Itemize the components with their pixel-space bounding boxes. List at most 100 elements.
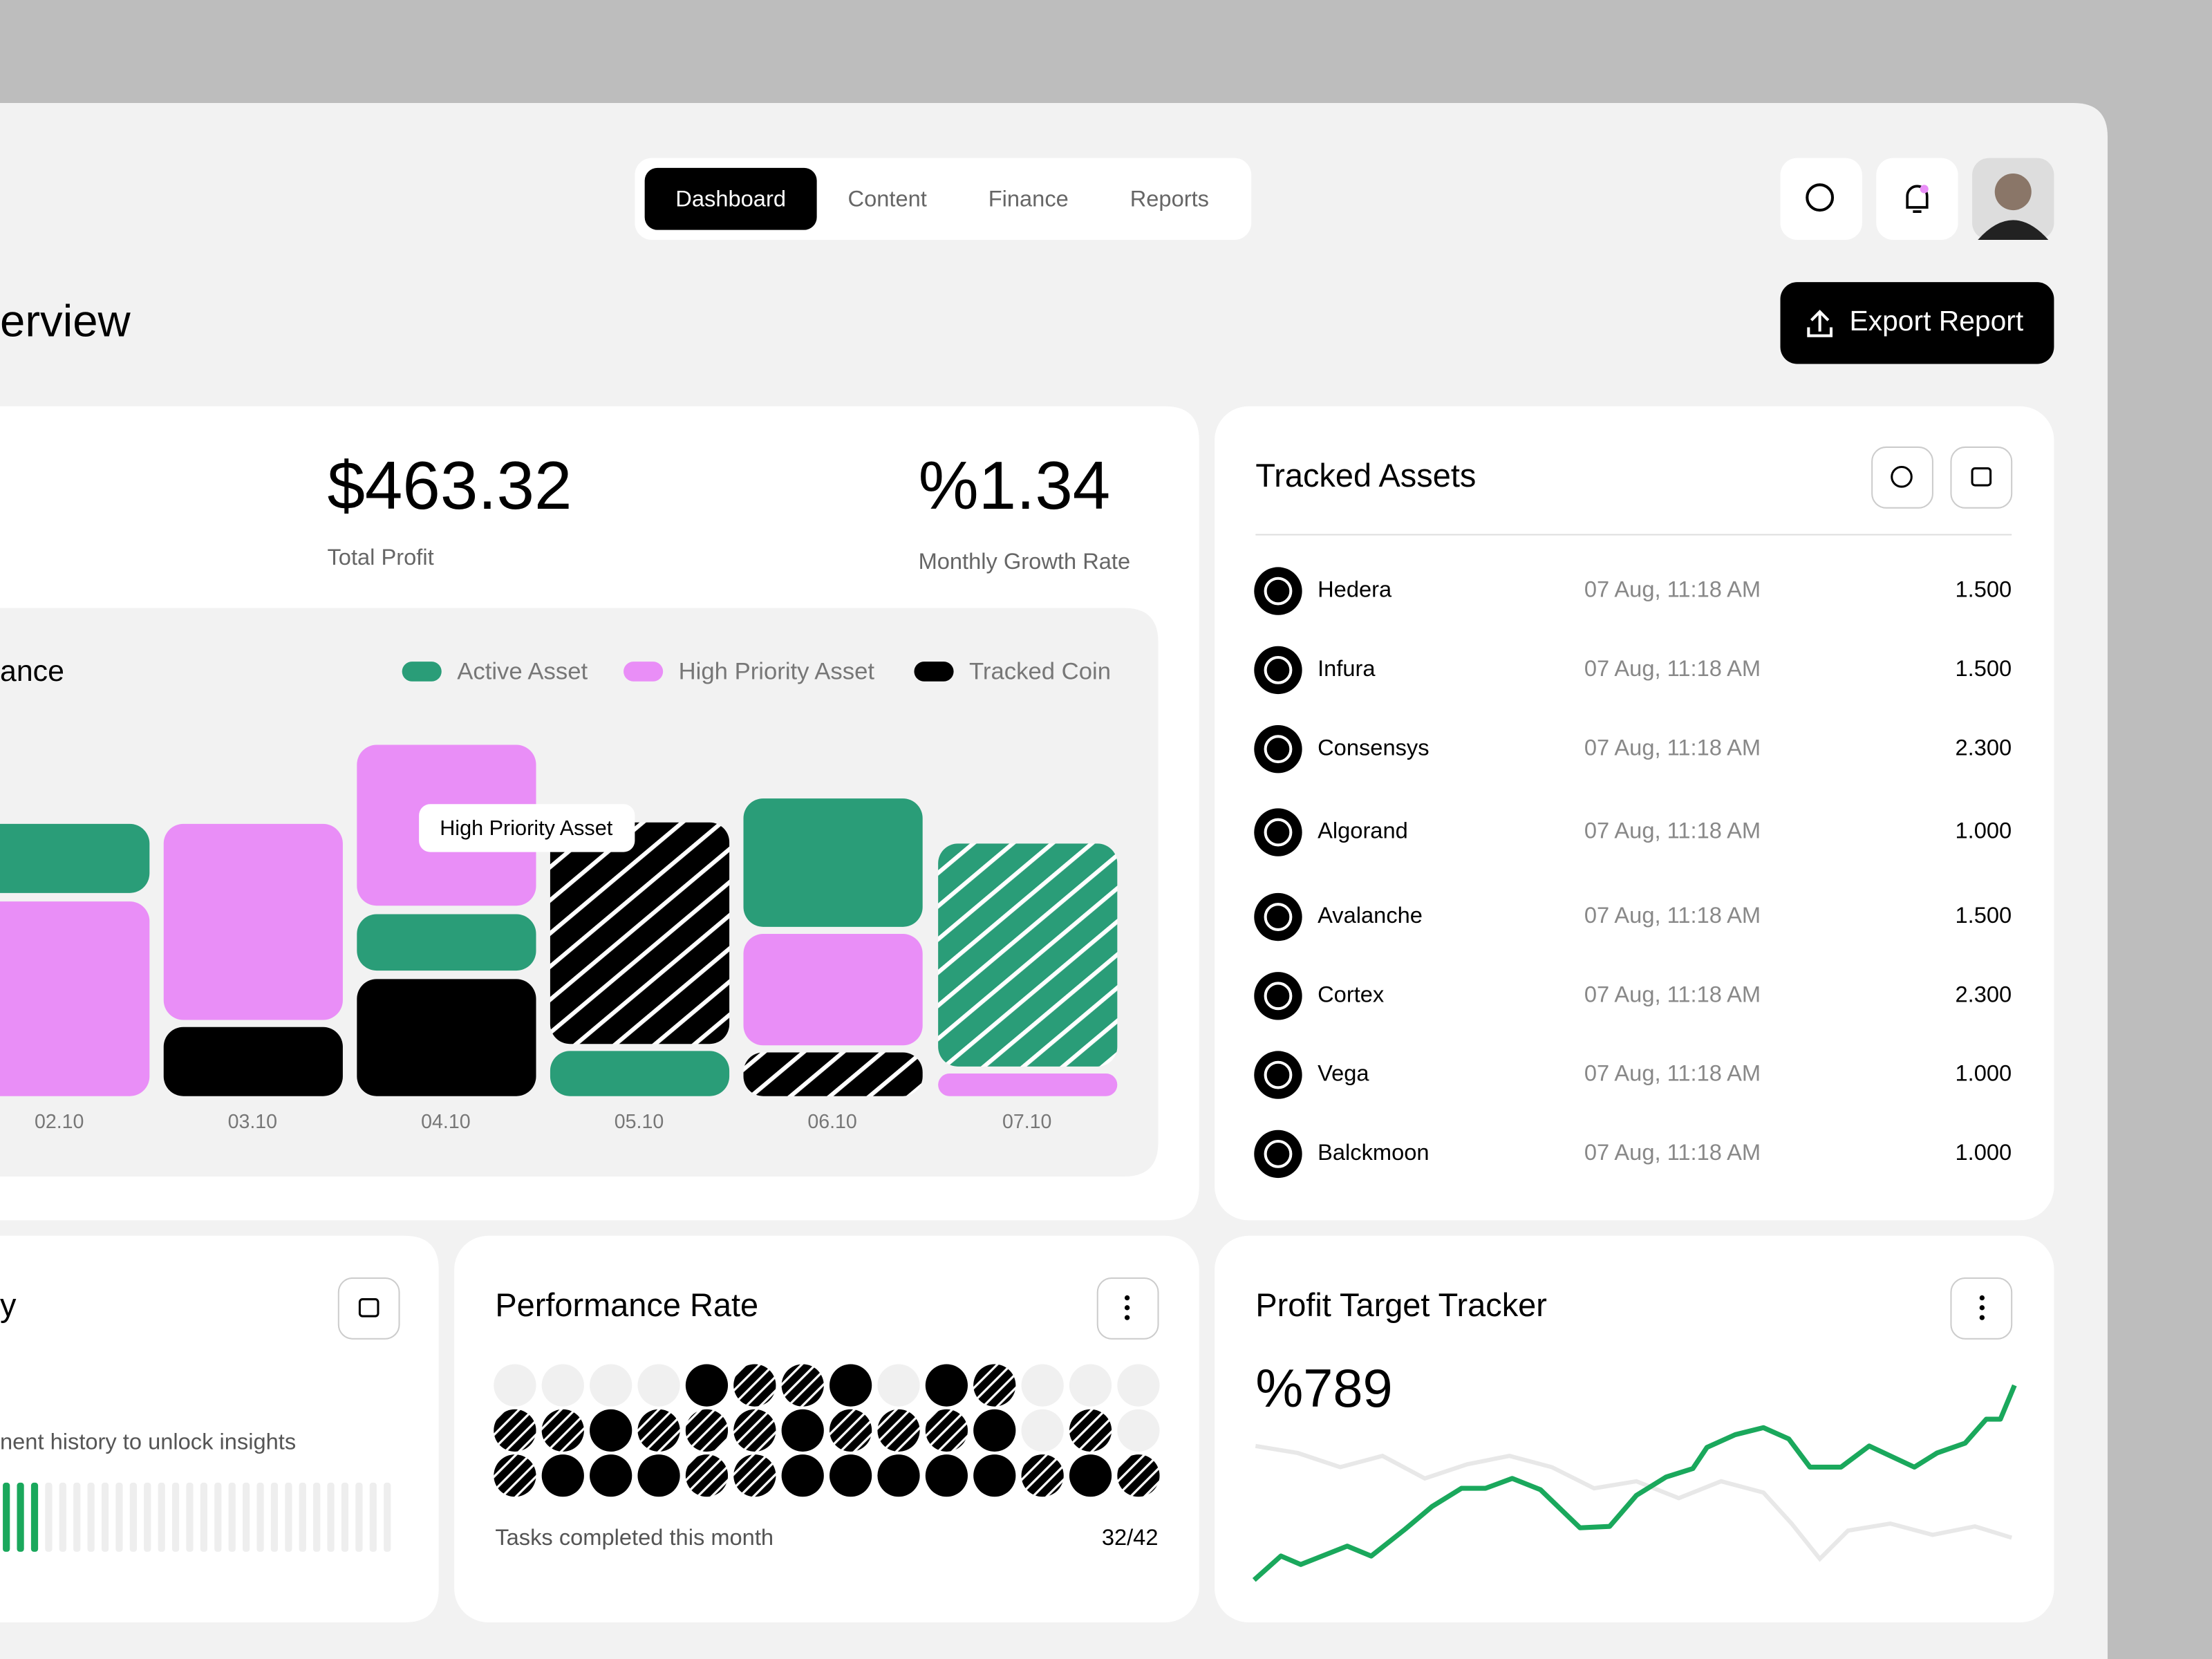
nav-tab[interactable]: Finance xyxy=(988,185,1069,211)
bar-segment xyxy=(163,1027,343,1096)
task-dot xyxy=(973,1409,1016,1452)
profit-menu[interactable] xyxy=(1950,1277,2013,1340)
task-dot xyxy=(637,1409,680,1452)
asset-name[interactable]: Avalanche xyxy=(1318,902,1423,928)
task-dot xyxy=(925,1454,968,1497)
task-dot xyxy=(1021,1454,1064,1497)
history-bar xyxy=(200,1482,207,1552)
asset-time: 07 Aug, 11:18 AM xyxy=(1584,981,1761,1006)
asset-icon xyxy=(1254,892,1302,941)
active-tab[interactable] xyxy=(644,167,817,230)
search-button[interactable] xyxy=(1780,158,1862,240)
assets-search[interactable] xyxy=(1871,446,1933,509)
task-dot xyxy=(830,1454,872,1497)
date-label: 03.10 xyxy=(228,1111,277,1133)
history-bar xyxy=(299,1482,306,1552)
task-dot xyxy=(494,1454,536,1497)
legend-label: Active Asset xyxy=(457,659,588,685)
notification-button[interactable] xyxy=(1876,158,1958,240)
rate-caption: Tasks completed this month xyxy=(495,1524,774,1550)
asset-amount: 1.500 xyxy=(1956,655,2012,681)
export-button[interactable] xyxy=(1780,282,2054,364)
history-bar xyxy=(186,1482,194,1552)
asset-icon xyxy=(1254,1130,1302,1179)
history-bar xyxy=(341,1482,349,1552)
nav-tab[interactable]: Reports xyxy=(1130,185,1209,211)
menu-dot xyxy=(1979,1305,1985,1311)
history-bar xyxy=(30,1482,39,1552)
nav-tab[interactable]: Content xyxy=(848,185,927,211)
asset-name[interactable]: Consensys xyxy=(1318,734,1429,760)
history-text: nent history to unlock insights xyxy=(0,1428,296,1454)
task-dot xyxy=(925,1364,968,1407)
asset-name[interactable]: Cortex xyxy=(1318,981,1384,1006)
history-bar xyxy=(3,1482,10,1552)
asset-icon-mark xyxy=(1264,982,1293,1011)
legend-label: Tracked Coin xyxy=(969,659,1111,685)
date-label: 07.10 xyxy=(1002,1111,1051,1133)
bar-segment xyxy=(0,901,150,1096)
history-bar xyxy=(228,1482,236,1552)
export-label: Export Report xyxy=(1850,305,2024,337)
task-dot xyxy=(590,1454,632,1497)
profit-card xyxy=(1215,1235,2054,1622)
asset-icon xyxy=(1254,972,1302,1020)
asset-time: 07 Aug, 11:18 AM xyxy=(1584,655,1761,681)
task-dot xyxy=(733,1409,776,1452)
asset-name[interactable]: Vega xyxy=(1318,1060,1369,1086)
asset-icon xyxy=(1254,646,1302,695)
history-calendar[interactable] xyxy=(337,1277,400,1340)
asset-icon-mark xyxy=(1264,577,1293,606)
asset-name[interactable]: Infura xyxy=(1318,655,1376,681)
asset-icon xyxy=(1254,808,1302,856)
asset-amount: 1.000 xyxy=(1956,1139,2012,1165)
asset-name[interactable]: Algorand xyxy=(1318,818,1408,843)
nav-tab[interactable]: Dashboard xyxy=(675,185,786,211)
history-bar xyxy=(129,1482,137,1552)
asset-icon-mark xyxy=(1264,903,1293,931)
asset-amount: 2.300 xyxy=(1956,734,2012,760)
task-dot xyxy=(1117,1454,1160,1497)
history-bar xyxy=(59,1482,66,1552)
stat-value: %1.34 xyxy=(919,447,1111,523)
asset-amount: 1.500 xyxy=(1956,902,2012,928)
task-dot xyxy=(685,1454,729,1497)
icon xyxy=(1891,465,1913,488)
task-dot xyxy=(637,1364,680,1407)
profit-line xyxy=(1252,1384,2017,1582)
asset-icon xyxy=(1254,567,1302,615)
task-dot xyxy=(637,1454,680,1497)
asset-name[interactable]: Balckmoon xyxy=(1318,1139,1429,1165)
icon xyxy=(358,1298,379,1318)
legend-swatch xyxy=(402,662,442,682)
history-bar xyxy=(256,1482,264,1552)
asset-name[interactable]: Hedera xyxy=(1318,577,1392,602)
assets-calendar[interactable] xyxy=(1950,446,2013,509)
asset-time: 07 Aug, 11:18 AM xyxy=(1584,818,1761,843)
rate-menu[interactable] xyxy=(1096,1277,1159,1340)
rate-title: Performance Rate xyxy=(495,1287,758,1323)
task-dot xyxy=(973,1364,1016,1407)
task-dot xyxy=(1021,1364,1064,1407)
asset-time: 07 Aug, 11:18 AM xyxy=(1584,577,1761,602)
asset-amount: 1.500 xyxy=(1956,577,2012,602)
history-bar xyxy=(214,1482,222,1552)
task-dot xyxy=(685,1409,729,1452)
task-dot xyxy=(494,1364,536,1407)
bar-segment xyxy=(163,823,343,1020)
date-label: 06.10 xyxy=(807,1111,856,1133)
task-dot xyxy=(1069,1454,1112,1497)
task-dot xyxy=(973,1454,1016,1497)
icon xyxy=(1971,467,1992,487)
stat-label: Monthly Growth Rate xyxy=(919,548,1131,574)
asset-icon xyxy=(1254,724,1302,774)
asset-icon-mark xyxy=(1264,818,1293,847)
bar-segment xyxy=(743,1052,923,1096)
asset-icon-mark xyxy=(1264,1060,1293,1089)
menu-dot xyxy=(1124,1305,1130,1311)
history-bar xyxy=(243,1482,250,1552)
asset-time: 07 Aug, 11:18 AM xyxy=(1584,734,1761,760)
date-label: 02.10 xyxy=(35,1111,84,1133)
page-title: erview xyxy=(0,296,131,346)
